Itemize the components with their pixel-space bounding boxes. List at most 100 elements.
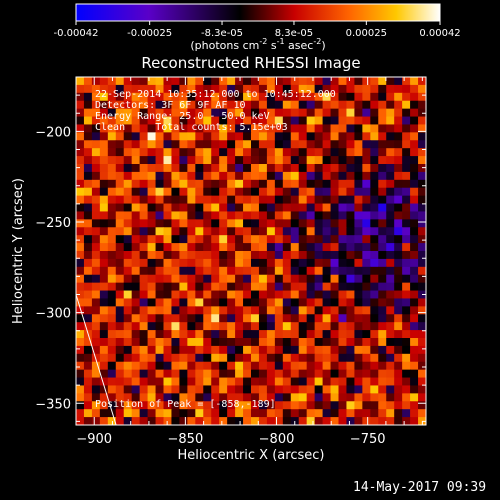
heatmap-cell	[76, 322, 85, 331]
heatmap-cell	[139, 84, 149, 94]
heatmap-cell	[76, 251, 85, 260]
heatmap-cell	[306, 377, 316, 386]
heatmap-cell	[139, 393, 149, 402]
heatmap-cell	[243, 132, 252, 141]
heatmap-cell	[362, 77, 371, 86]
heatmap-cell	[314, 243, 324, 252]
heatmap-cell	[378, 171, 387, 181]
heatmap-cell	[418, 179, 426, 189]
heatmap-cell	[203, 306, 212, 315]
heatmap-cell	[76, 282, 85, 292]
heatmap-cell	[418, 211, 426, 220]
heatmap-cell	[203, 164, 212, 173]
heatmap-cell	[306, 353, 316, 363]
heatmap-cell	[155, 187, 164, 197]
heatmap-cell	[282, 353, 292, 363]
heatmap-cell	[346, 219, 355, 228]
heatmap-cell	[338, 266, 347, 276]
heatmap-cell	[274, 298, 284, 307]
heatmap-cell	[195, 314, 204, 323]
heatmap-cell	[322, 92, 332, 102]
heatmap-cell	[338, 417, 347, 425]
heatmap-cell	[155, 148, 164, 157]
heatmap-cell	[76, 235, 85, 244]
heatmap-cell	[211, 361, 220, 371]
heatmap-cell	[258, 306, 268, 315]
heatmap-cell	[243, 251, 252, 260]
heatmap-cell	[410, 361, 419, 371]
heatmap-cell	[394, 235, 403, 244]
heatmap-cell	[211, 298, 220, 307]
heatmap-cell	[139, 227, 149, 236]
heatmap-cell	[322, 266, 332, 276]
heatmap-cell	[346, 409, 355, 418]
heatmap-cell	[187, 195, 196, 205]
heatmap-cell	[91, 338, 101, 347]
heatmap-cell	[402, 377, 411, 386]
heatmap-cell	[314, 393, 324, 402]
heatmap-cell	[91, 124, 101, 133]
heatmap-cell	[322, 298, 332, 307]
heatmap-cell	[179, 187, 188, 197]
heatmap-cell	[203, 274, 212, 284]
heatmap-cell	[147, 211, 157, 220]
heatmap-cell	[235, 140, 244, 149]
heatmap-cell	[163, 84, 172, 94]
heatmap-cell	[306, 409, 316, 418]
heatmap-cell	[211, 132, 220, 141]
heatmap-cell	[187, 124, 196, 133]
heatmap-cell	[282, 306, 292, 315]
heatmap-cell	[322, 195, 332, 205]
heatmap-cell	[107, 195, 117, 205]
heatmap-cell	[330, 84, 339, 94]
heatmap-cell	[402, 108, 411, 118]
heatmap-cell	[410, 251, 419, 260]
heatmap-cell	[227, 77, 236, 86]
heatmap-cell	[155, 116, 164, 125]
heatmap-cell	[306, 156, 316, 165]
heatmap-cell	[195, 251, 204, 260]
heatmap-cell	[354, 258, 363, 268]
heatmap-cell	[76, 409, 85, 418]
heatmap-cell	[402, 322, 411, 331]
heatmap-cell	[266, 227, 276, 236]
heatmap-cell	[274, 235, 284, 244]
heatmap-cell	[195, 148, 204, 157]
heatmap-cell	[274, 140, 284, 149]
heatmap-cell	[266, 243, 276, 252]
heatmap-cell	[139, 306, 149, 315]
heatmap-cell	[235, 338, 244, 347]
heatmap-cell	[330, 179, 339, 189]
heatmap-cell	[99, 385, 109, 394]
heatmap-cell	[179, 290, 188, 299]
heatmap-cell	[258, 211, 268, 220]
heatmap-cell	[258, 282, 268, 292]
heatmap-cell	[402, 274, 411, 284]
heatmap-cell	[163, 195, 172, 205]
heatmap-cell	[163, 401, 172, 410]
heatmap-cell	[418, 345, 426, 355]
heatmap-cell	[76, 401, 85, 410]
heatmap-cell	[418, 243, 426, 252]
heatmap-cell	[346, 290, 355, 299]
heatmap-cell	[211, 369, 220, 379]
heatmap-cell	[314, 100, 324, 110]
heatmap-cell	[227, 417, 236, 425]
heatmap-cell	[219, 393, 228, 402]
heatmap-cell	[115, 219, 125, 228]
heatmap-cell	[386, 235, 395, 244]
heatmap-cell	[115, 353, 125, 363]
heatmap-cell	[330, 385, 339, 394]
heatmap-cell	[322, 361, 332, 371]
heatmap-cell	[219, 361, 228, 371]
heatmap-cell	[298, 393, 308, 402]
heatmap-cell	[258, 132, 268, 141]
heatmap-cell	[203, 116, 212, 125]
heatmap-cell	[322, 338, 332, 347]
heatmap-cell	[227, 171, 236, 181]
heatmap-cell	[410, 124, 419, 133]
heatmap-cell	[83, 187, 93, 197]
heatmap-cell	[338, 77, 347, 86]
heatmap-cell	[346, 116, 355, 125]
heatmap-cell	[362, 171, 371, 181]
